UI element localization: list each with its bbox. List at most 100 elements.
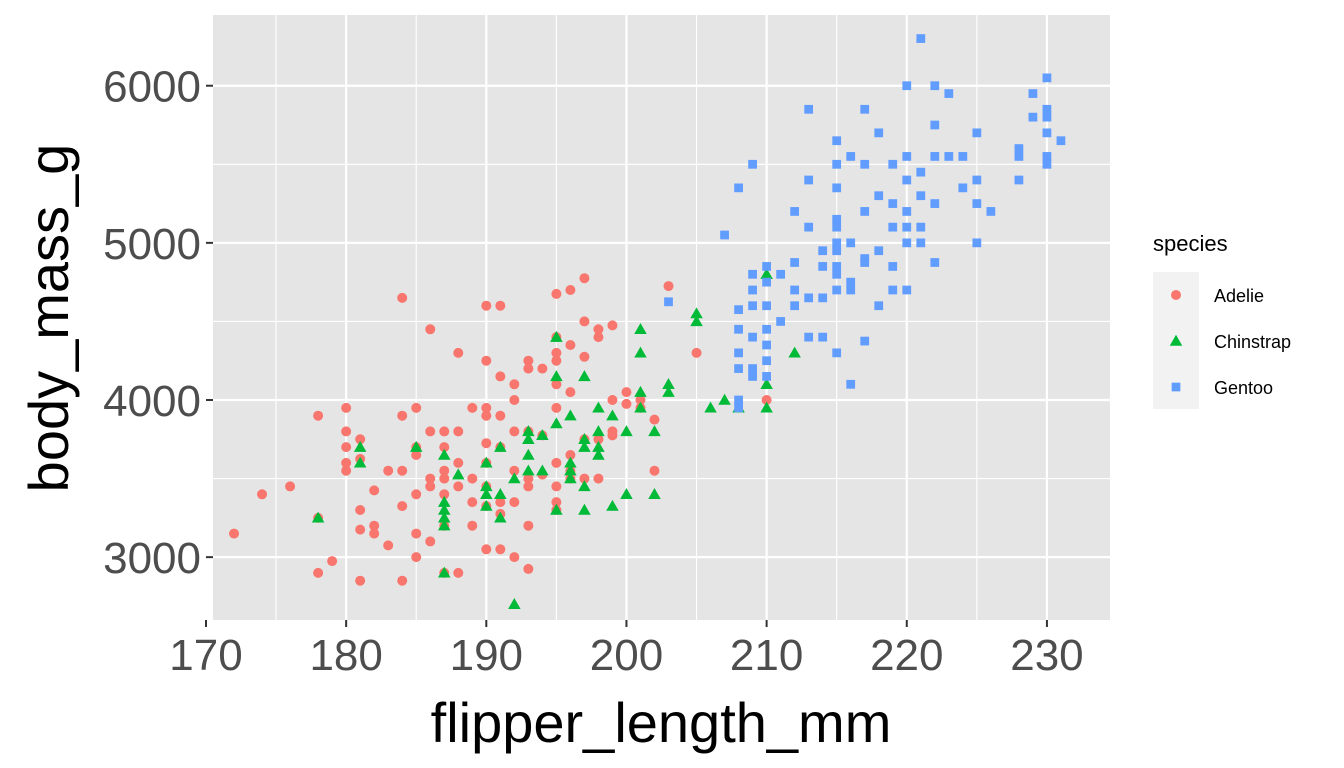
gentoo-point [972, 199, 982, 208]
adelie-point [551, 288, 562, 299]
gentoo-point [664, 297, 673, 307]
gentoo-point [888, 199, 898, 208]
gentoo-point [888, 222, 898, 232]
gentoo-point [790, 301, 800, 311]
chinstrap-point [620, 425, 633, 437]
adelie-point [481, 300, 492, 311]
chinstrap-point [788, 346, 801, 358]
adelie-point [397, 465, 408, 476]
gentoo-point [790, 285, 800, 295]
gentoo-point [860, 104, 870, 114]
chinstrap-point [409, 440, 423, 452]
gentoo-point [734, 305, 743, 315]
gentoo-point [1014, 144, 1024, 153]
adelie-point [397, 410, 408, 421]
adelie-point [509, 379, 520, 390]
gentoo-point [734, 348, 743, 358]
adelie-point [467, 402, 478, 413]
adelie-point [313, 567, 324, 578]
adelie-point [523, 363, 534, 374]
adelie-point [481, 544, 492, 555]
adelie-point [383, 540, 394, 551]
chinstrap-point [480, 456, 493, 468]
gentoo-point [846, 285, 856, 295]
chinstrap-point [662, 378, 675, 389]
gentoo-point [874, 246, 884, 256]
gentoo-point [860, 207, 870, 216]
chinstrap-point [438, 495, 451, 507]
adelie-point [635, 395, 646, 405]
adelie-point [481, 438, 492, 449]
chinstrap-point [494, 488, 507, 499]
x-tick-label: 210 [730, 631, 803, 680]
chinstrap-point [522, 448, 535, 460]
gentoo-point [832, 222, 842, 232]
gentoo-point [916, 191, 926, 201]
gentoo-point [916, 222, 926, 232]
y-tick-label: 6000 [103, 63, 201, 112]
gentoo-point [748, 332, 757, 342]
adelie-point [607, 430, 618, 441]
adelie-point [523, 473, 534, 484]
chinstrap-point [550, 370, 563, 382]
gentoo-point [734, 364, 743, 373]
adelie-point [537, 363, 548, 374]
chinstrap-point [480, 499, 493, 511]
adelie-point [565, 340, 576, 350]
gentoo-point [846, 379, 856, 389]
gentoo-point [916, 167, 926, 177]
gentoo-point [818, 246, 828, 256]
adelie-point [453, 457, 464, 468]
adelie-point [439, 426, 450, 437]
adelie-point [327, 556, 338, 567]
chinstrap-point [690, 307, 703, 319]
adelie-point [523, 481, 534, 492]
chinstrap-point [592, 448, 605, 460]
chinstrap-point [353, 456, 367, 468]
chinstrap-point [704, 401, 717, 413]
chinstrap-point [620, 488, 633, 499]
adelie-point [551, 402, 562, 413]
gentoo-point [1042, 128, 1052, 138]
chinstrap-point [564, 464, 577, 476]
gentoo-point [944, 152, 954, 161]
adelie-point [565, 450, 576, 460]
chinstrap-point [564, 472, 577, 484]
gentoo-point [832, 159, 842, 169]
adelie-point [621, 387, 632, 398]
gentoo-point [776, 269, 786, 279]
gentoo-point [832, 183, 842, 193]
adelie-point [425, 536, 436, 547]
gentoo-point [762, 340, 771, 350]
x-axis-ticks: 170 180 190 200 210 220 230 [169, 620, 1084, 680]
adelie-point [285, 481, 296, 492]
gentoo-point [818, 293, 828, 303]
gentoo-point [804, 104, 814, 114]
gentoo-point [762, 262, 771, 271]
adelie-point [607, 395, 618, 405]
gentoo-point [832, 136, 842, 146]
y-tick-label: 3000 [103, 534, 201, 583]
adelie-point [257, 489, 268, 500]
adelie-point [341, 426, 352, 437]
chinstrap-point [564, 456, 577, 468]
gentoo-point [832, 262, 842, 271]
chinstrap-point [522, 425, 535, 437]
adelie-point [439, 465, 450, 476]
adelie-point [593, 332, 604, 343]
chinstrap-point [718, 393, 731, 405]
gentoo-point [944, 89, 954, 98]
adelie-point [425, 324, 436, 335]
gentoo-point [958, 183, 968, 193]
gentoo-point [762, 324, 771, 334]
gentoo-point [748, 285, 757, 295]
gentoo-point [832, 269, 842, 279]
chinstrap-point [480, 480, 493, 492]
gentoo-point [874, 128, 884, 138]
chinstrap-point [438, 511, 451, 523]
chinstrap-point [760, 268, 773, 279]
adelie-point [509, 395, 520, 405]
adelie-point [565, 285, 576, 295]
adelie-point [607, 320, 618, 331]
